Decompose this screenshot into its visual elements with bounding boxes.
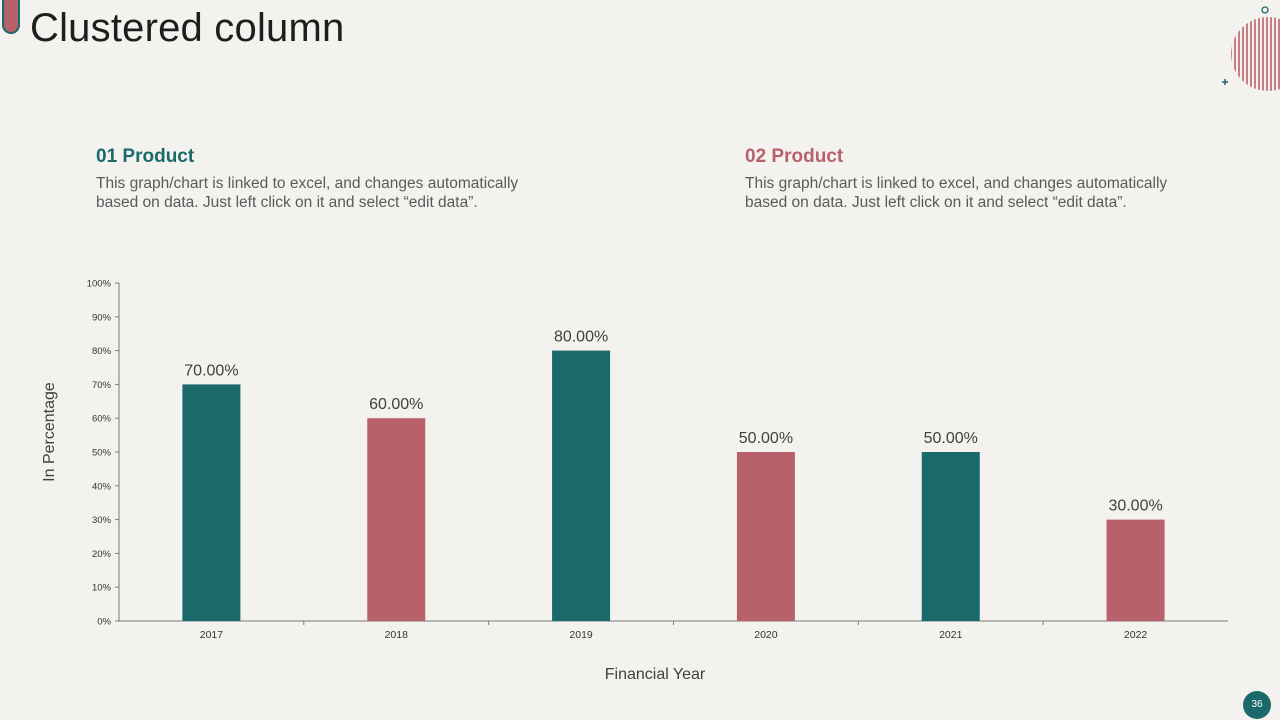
- x-tick-label: 2017: [200, 629, 224, 641]
- data-label-2018: 60.00%: [369, 396, 423, 413]
- x-tick-label: 2018: [385, 629, 409, 641]
- bar-2022: [1106, 519, 1165, 621]
- bar-2020: [736, 452, 795, 621]
- y-tick-label: 50%: [92, 448, 112, 459]
- bar-2018: [367, 418, 426, 621]
- data-label-2022: 30.00%: [1108, 498, 1162, 515]
- y-tick-label: 20%: [92, 549, 112, 560]
- product-1-description: This graph/chart is linked to excel, and…: [96, 175, 519, 211]
- y-tick-label: 70%: [92, 380, 112, 391]
- x-tick-label: 2021: [939, 629, 963, 641]
- y-tick-label: 80%: [92, 346, 112, 357]
- product-1-heading: 01 Product: [96, 146, 195, 167]
- bar-2017: [182, 384, 241, 621]
- product-1-block: 01 Product This graph/chart is linked to…: [96, 146, 546, 212]
- x-tick-label: 2019: [569, 629, 593, 641]
- y-tick-label: 60%: [92, 414, 112, 425]
- page-number-badge: 36: [1243, 691, 1271, 719]
- x-tick-label: 2020: [754, 629, 778, 641]
- data-label-2021: 50.00%: [924, 430, 978, 447]
- bar-2021: [921, 452, 980, 621]
- data-label-2020: 50.00%: [739, 430, 793, 447]
- y-tick-label: 100%: [87, 279, 112, 290]
- product-2-block: 02 Product This graph/chart is linked to…: [745, 146, 1195, 212]
- y-tick-label: 90%: [92, 312, 112, 323]
- y-tick-label: 30%: [92, 515, 112, 526]
- data-label-2017: 70.00%: [184, 362, 238, 379]
- y-tick-label: 0%: [97, 617, 111, 628]
- x-tick-label: 2022: [1124, 629, 1148, 641]
- y-tick-label: 10%: [92, 583, 112, 594]
- data-label-2019: 80.00%: [554, 329, 608, 346]
- corner-tab-decoration: [2, 0, 20, 34]
- product-2-heading: 02 Product: [745, 146, 844, 167]
- x-axis-title: Financial Year: [605, 666, 706, 683]
- y-axis-title: In Percentage: [41, 382, 58, 482]
- slide-title: Clustered column: [30, 6, 345, 50]
- bar-2019: [552, 350, 611, 621]
- product-2-description: This graph/chart is linked to excel, and…: [745, 175, 1168, 211]
- striped-circle-decoration: [1222, 6, 1280, 91]
- y-tick-label: 40%: [92, 481, 112, 492]
